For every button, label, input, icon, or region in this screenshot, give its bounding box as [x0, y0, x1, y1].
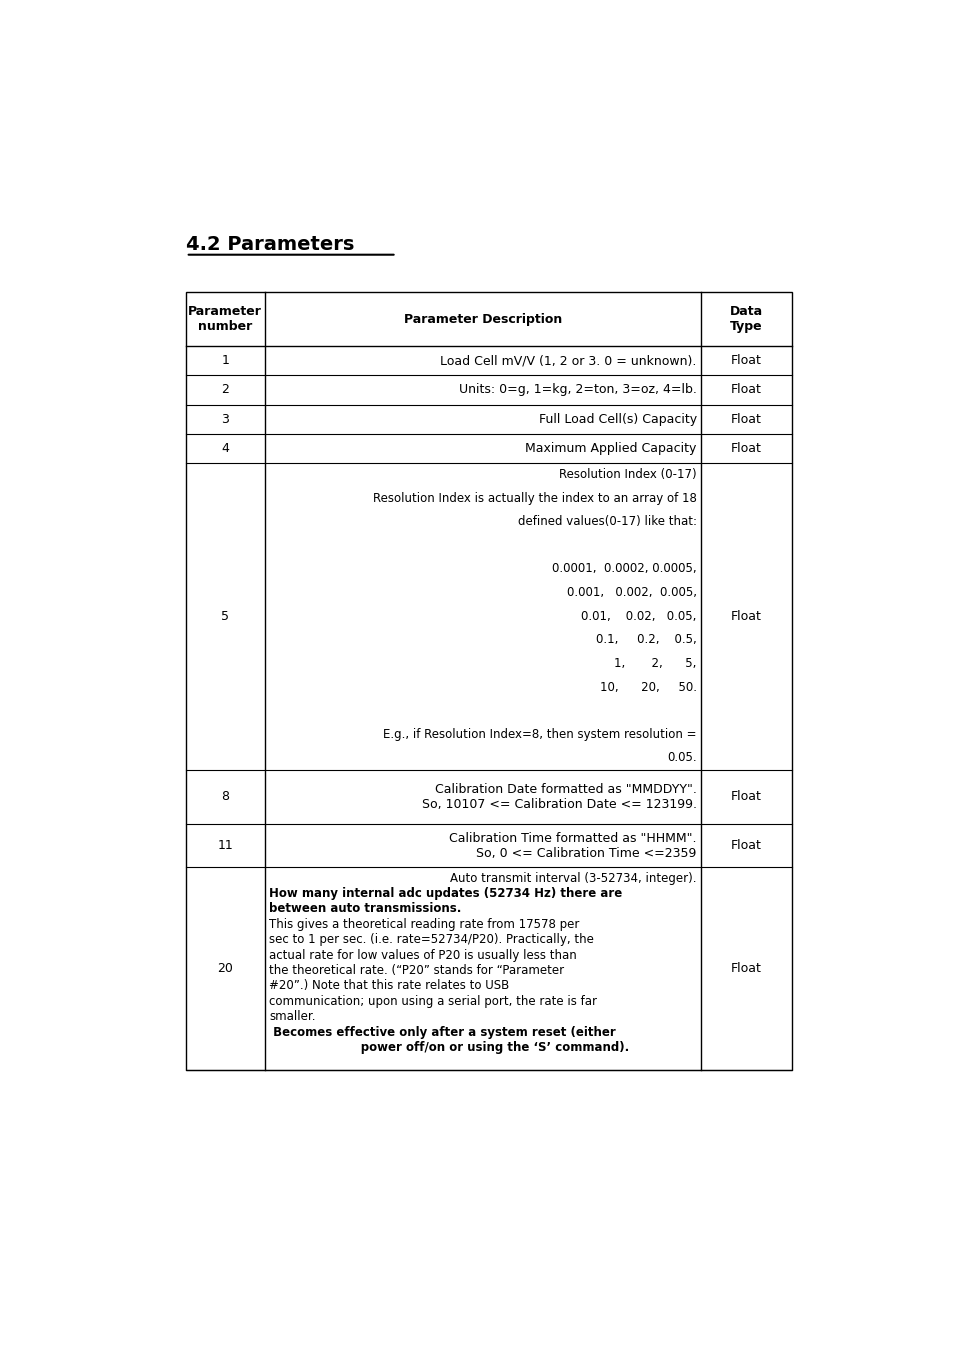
Text: 2: 2 [221, 384, 229, 396]
Text: Auto transmit interval (3-52734, integer).: Auto transmit interval (3-52734, integer… [450, 871, 696, 885]
Text: #20”.) Note that this rate relates to USB: #20”.) Note that this rate relates to US… [269, 979, 509, 993]
Text: Calibration Time formatted as "HHMM".
So, 0 <= Calibration Time <=2359: Calibration Time formatted as "HHMM". So… [449, 832, 696, 859]
Text: 1,       2,      5,: 1, 2, 5, [614, 657, 696, 670]
Text: actual rate for low values of P20 is usually less than: actual rate for low values of P20 is usu… [269, 948, 577, 962]
Text: Float: Float [730, 962, 761, 975]
Text: Load Cell mV/V (1, 2 or 3. 0 = unknown).: Load Cell mV/V (1, 2 or 3. 0 = unknown). [440, 354, 696, 367]
Text: Float: Float [730, 412, 761, 426]
Text: Full Load Cell(s) Capacity: Full Load Cell(s) Capacity [538, 412, 696, 426]
Text: 8: 8 [221, 790, 229, 804]
Text: 4: 4 [221, 442, 229, 455]
Text: 0.1,     0.2,    0.5,: 0.1, 0.2, 0.5, [596, 634, 696, 646]
Text: Float: Float [730, 442, 761, 455]
Text: sec to 1 per sec. (i.e. rate=52734/P20). Practically, the: sec to 1 per sec. (i.e. rate=52734/P20).… [269, 934, 594, 946]
Text: Resolution Index (0-17): Resolution Index (0-17) [558, 467, 696, 481]
Text: Units: 0=g, 1=kg, 2=ton, 3=oz, 4=lb.: Units: 0=g, 1=kg, 2=ton, 3=oz, 4=lb. [458, 384, 696, 396]
Text: 10,      20,     50.: 10, 20, 50. [599, 681, 696, 693]
Bar [186, 292, 791, 1070]
Text: 5: 5 [221, 609, 229, 623]
Text: Maximum Applied Capacity: Maximum Applied Capacity [525, 442, 696, 455]
Text: E.g., if Resolution Index=8, then system resolution =: E.g., if Resolution Index=8, then system… [383, 728, 696, 740]
Text: Float: Float [730, 790, 761, 804]
Text: 0.05.: 0.05. [666, 751, 696, 765]
Text: Float: Float [730, 839, 761, 852]
Text: between auto transmissions.: between auto transmissions. [269, 902, 461, 916]
Text: Becomes effective only after a system reset (either: Becomes effective only after a system re… [269, 1025, 615, 1039]
Text: Float: Float [730, 384, 761, 396]
Text: defined values(0-17) like that:: defined values(0-17) like that: [517, 515, 696, 528]
Text: 3: 3 [221, 412, 229, 426]
Text: Float: Float [730, 609, 761, 623]
Text: power off/on or using the ‘S’ command).: power off/on or using the ‘S’ command). [335, 1040, 629, 1054]
Text: 1: 1 [221, 354, 229, 367]
Text: 20: 20 [217, 962, 233, 975]
Text: Float: Float [730, 354, 761, 367]
Text: 0.001,   0.002,  0.005,: 0.001, 0.002, 0.005, [566, 586, 696, 598]
Text: 4.2 Parameters: 4.2 Parameters [186, 235, 354, 254]
Text: communication; upon using a serial port, the rate is far: communication; upon using a serial port,… [269, 994, 597, 1008]
Text: This gives a theoretical reading rate from 17578 per: This gives a theoretical reading rate fr… [269, 917, 578, 931]
Text: Parameter Description: Parameter Description [403, 312, 561, 326]
Text: 11: 11 [217, 839, 233, 852]
Text: Parameter
number: Parameter number [188, 305, 262, 334]
Text: Calibration Date formatted as "MMDDYY".
So, 10107 <= Calibration Date <= 123199.: Calibration Date formatted as "MMDDYY". … [421, 782, 696, 811]
Text: 0.0001,  0.0002, 0.0005,: 0.0001, 0.0002, 0.0005, [552, 562, 696, 576]
Text: How many internal adc updates (52734 Hz) there are: How many internal adc updates (52734 Hz)… [269, 888, 621, 900]
Text: Data
Type: Data Type [729, 305, 762, 334]
Text: the theoretical rate. (“P20” stands for “Parameter: the theoretical rate. (“P20” stands for … [269, 965, 563, 977]
Text: smaller.: smaller. [269, 1011, 315, 1023]
Text: Resolution Index is actually the index to an array of 18: Resolution Index is actually the index t… [373, 492, 696, 505]
Text: 0.01,    0.02,   0.05,: 0.01, 0.02, 0.05, [580, 609, 696, 623]
